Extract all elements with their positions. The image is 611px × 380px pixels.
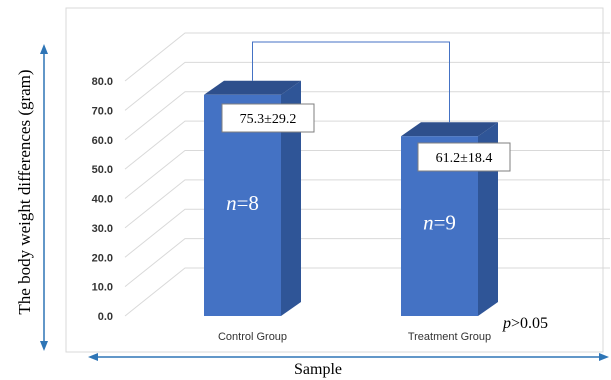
n-symbol: n	[226, 191, 237, 215]
value-label-box	[417, 142, 511, 172]
sample-size-label: n=9	[423, 211, 456, 235]
y-axis-label: The body weight differences (gram)	[15, 69, 34, 314]
y-tick-labels: 0.0 10.0 20.0 30.0 40.0 50.0 60.0 70.0 80.0	[92, 76, 113, 323]
n-symbol: n	[423, 211, 434, 235]
n-value: =8	[237, 191, 259, 215]
x-axis-arrow	[88, 353, 609, 361]
y-tick-label: 0.0	[98, 311, 113, 323]
y-tick-label: 70.0	[92, 105, 113, 117]
y-tick-label: 50.0	[92, 164, 113, 176]
y-tick-label: 10.0	[92, 282, 113, 294]
grid-line	[124, 179, 610, 229]
x-axis-label: Sample	[294, 361, 342, 378]
grid-line	[124, 238, 610, 288]
data-label: 61.2±18.4	[436, 151, 493, 166]
bar-side-face	[281, 80, 301, 317]
grid-line	[124, 32, 610, 82]
significance-bracket	[252, 41, 450, 123]
grid-lines	[124, 32, 610, 317]
bracket-line	[252, 41, 450, 123]
data-label: 75.3±29.2	[240, 112, 297, 127]
n-value: =9	[434, 211, 456, 235]
y-axis-arrow	[40, 44, 48, 351]
bar-top-face	[401, 122, 498, 137]
bar-top-face	[204, 80, 301, 95]
grid-line	[124, 91, 610, 141]
grid-line	[124, 150, 610, 199]
y-tick-label: 20.0	[92, 252, 113, 264]
y-tick-label: 60.0	[92, 135, 113, 147]
grid-line	[124, 120, 610, 170]
x-tick-label: Control Group	[218, 331, 287, 343]
sample-size-label: n=8	[226, 191, 259, 215]
grid-line	[124, 267, 610, 317]
p-value-text: >0.05	[511, 315, 548, 332]
y-tick-label: 80.0	[92, 76, 113, 88]
y-tick-label: 30.0	[92, 223, 113, 235]
grid-line	[124, 208, 610, 258]
p-symbol: p	[502, 315, 511, 332]
p-value-annotation: p>0.05	[502, 315, 548, 332]
grid-line	[124, 61, 610, 111]
value-label-box	[221, 103, 315, 133]
y-tick-label: 40.0	[92, 194, 113, 206]
x-tick-label: Treatment Group	[408, 331, 491, 343]
